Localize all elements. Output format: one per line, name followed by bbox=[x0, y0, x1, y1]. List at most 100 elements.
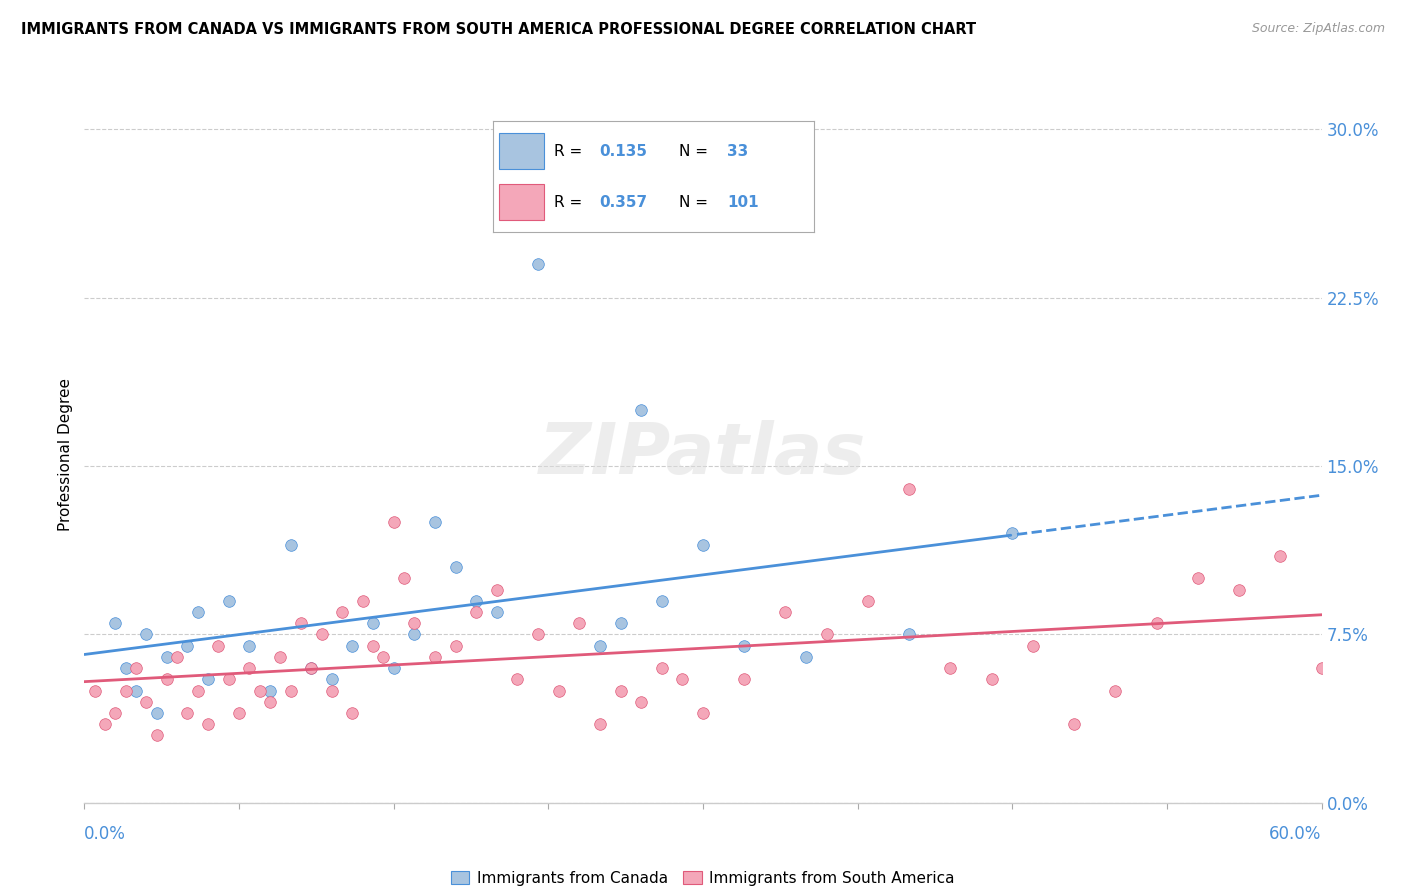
Point bbox=[187, 605, 209, 619]
Point bbox=[404, 616, 426, 631]
Point bbox=[382, 661, 405, 675]
Point bbox=[145, 706, 167, 720]
Point bbox=[311, 627, 333, 641]
Point bbox=[145, 729, 167, 743]
Point bbox=[94, 717, 117, 731]
Point bbox=[361, 639, 384, 653]
Point bbox=[1022, 639, 1045, 653]
Point bbox=[692, 706, 714, 720]
Point bbox=[280, 683, 302, 698]
Point bbox=[547, 683, 569, 698]
Point bbox=[527, 257, 550, 271]
Point bbox=[651, 594, 673, 608]
Point bbox=[135, 695, 157, 709]
Point bbox=[114, 683, 136, 698]
Point bbox=[187, 683, 209, 698]
Point bbox=[444, 560, 467, 574]
Point bbox=[280, 538, 302, 552]
Point bbox=[651, 661, 673, 675]
Point bbox=[373, 649, 395, 664]
Point bbox=[218, 594, 240, 608]
Point bbox=[609, 683, 631, 698]
Point bbox=[589, 639, 612, 653]
Point bbox=[856, 594, 879, 608]
Point bbox=[135, 627, 157, 641]
Point bbox=[609, 616, 631, 631]
Point bbox=[404, 627, 426, 641]
Text: IMMIGRANTS FROM CANADA VS IMMIGRANTS FROM SOUTH AMERICA PROFESSIONAL DEGREE CORR: IMMIGRANTS FROM CANADA VS IMMIGRANTS FRO… bbox=[21, 22, 976, 37]
Point bbox=[733, 639, 755, 653]
Point bbox=[259, 683, 281, 698]
Point bbox=[1104, 683, 1126, 698]
Point bbox=[898, 482, 921, 496]
Y-axis label: Professional Degree: Professional Degree bbox=[58, 378, 73, 532]
Point bbox=[218, 673, 240, 687]
Point bbox=[589, 717, 612, 731]
Point bbox=[104, 706, 127, 720]
Point bbox=[321, 673, 343, 687]
Point bbox=[104, 616, 127, 631]
Point bbox=[238, 639, 260, 653]
Point bbox=[630, 695, 652, 709]
Point bbox=[794, 649, 817, 664]
Point bbox=[299, 661, 322, 675]
Point bbox=[980, 673, 1002, 687]
Point bbox=[330, 605, 353, 619]
Point bbox=[1270, 549, 1292, 563]
Text: 0.0%: 0.0% bbox=[84, 825, 127, 843]
Point bbox=[290, 616, 312, 631]
Point bbox=[1001, 526, 1024, 541]
Point bbox=[321, 683, 343, 698]
Point bbox=[485, 605, 508, 619]
Point bbox=[671, 673, 693, 687]
Point bbox=[1310, 661, 1333, 675]
Point bbox=[815, 627, 838, 641]
Point bbox=[1146, 616, 1168, 631]
Point bbox=[1063, 717, 1085, 731]
Point bbox=[506, 673, 529, 687]
Point bbox=[125, 683, 148, 698]
Point bbox=[156, 673, 179, 687]
Point bbox=[733, 673, 755, 687]
Point bbox=[269, 649, 291, 664]
Point bbox=[125, 661, 148, 675]
Point bbox=[630, 403, 652, 417]
Point bbox=[197, 673, 219, 687]
Point bbox=[342, 706, 364, 720]
Point bbox=[176, 706, 198, 720]
Point bbox=[392, 571, 415, 585]
Point bbox=[166, 649, 188, 664]
Point bbox=[352, 594, 374, 608]
Point bbox=[176, 639, 198, 653]
Point bbox=[114, 661, 136, 675]
Point bbox=[249, 683, 271, 698]
Point bbox=[1227, 582, 1250, 597]
Point bbox=[898, 627, 921, 641]
Legend: Immigrants from Canada, Immigrants from South America: Immigrants from Canada, Immigrants from … bbox=[451, 871, 955, 886]
Point bbox=[382, 515, 405, 529]
Point bbox=[423, 649, 446, 664]
Point bbox=[207, 639, 229, 653]
Point bbox=[156, 649, 179, 664]
Point bbox=[444, 639, 467, 653]
Point bbox=[83, 683, 105, 698]
Point bbox=[527, 627, 550, 641]
Point bbox=[238, 661, 260, 675]
Text: 60.0%: 60.0% bbox=[1270, 825, 1322, 843]
Text: Source: ZipAtlas.com: Source: ZipAtlas.com bbox=[1251, 22, 1385, 36]
Point bbox=[939, 661, 962, 675]
Point bbox=[465, 605, 488, 619]
Point bbox=[568, 616, 591, 631]
Point bbox=[361, 616, 384, 631]
Text: ZIPatlas: ZIPatlas bbox=[540, 420, 866, 490]
Point bbox=[1187, 571, 1209, 585]
Point bbox=[775, 605, 797, 619]
Point bbox=[259, 695, 281, 709]
Point bbox=[197, 717, 219, 731]
Point bbox=[299, 661, 322, 675]
Point bbox=[342, 639, 364, 653]
Point bbox=[228, 706, 250, 720]
Point bbox=[485, 582, 508, 597]
Point bbox=[692, 538, 714, 552]
Point bbox=[423, 515, 446, 529]
